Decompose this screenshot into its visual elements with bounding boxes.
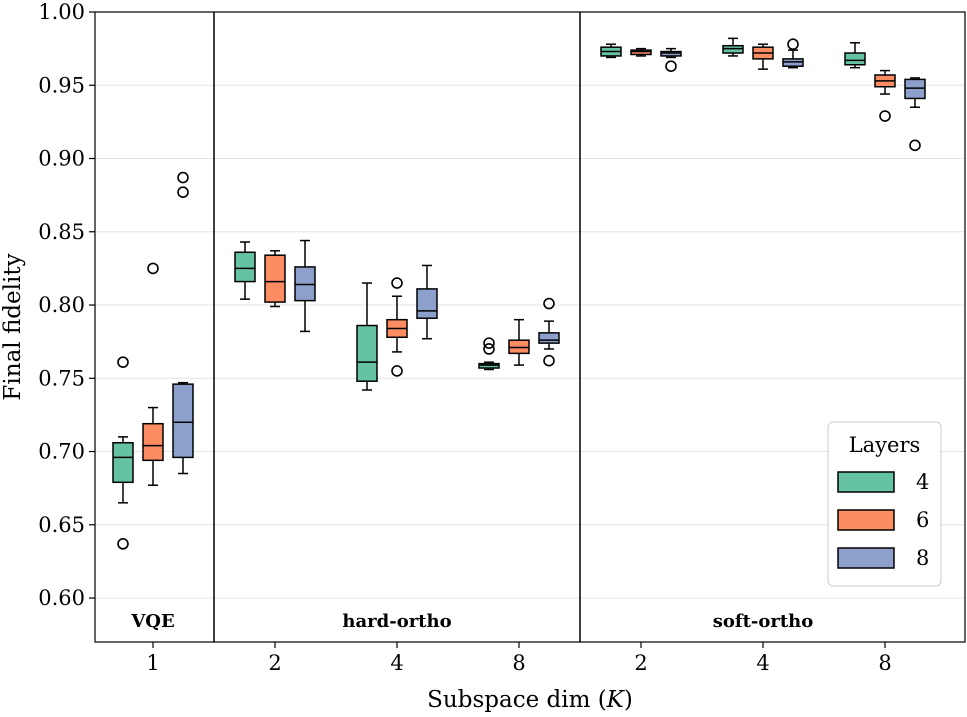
box-soft-ortho-k4-layers4 [722,37,744,57]
box-soft-ortho-k2-layers8 [660,47,682,73]
axes: 0.60 0.65 0.70 0.75 0.80 0.85 0.90 0.95 1.00 1 2 4 8… [38,0,891,675]
iqr-box [844,52,866,66]
iqr-box [172,383,194,459]
x-tick-label: 8 [878,651,891,675]
iqr-box [142,422,164,462]
box-VQE-k1-layers8 [172,171,194,475]
x-tick-label: 4 [756,651,769,675]
legend-swatch-4 [837,471,895,493]
legend-swatch-6 [837,509,895,531]
box-hard-ortho-k4-layers6 [386,277,408,377]
iqr-box [264,254,286,303]
iqr-box [416,288,438,319]
x-tick-label: 2 [268,651,281,675]
box-soft-ortho-k4-layers8 [782,38,804,69]
box-soft-ortho-k8-layers8 [904,77,926,152]
box-VQE-k1-layers4 [112,356,134,550]
box-soft-ortho-k2-layers4 [600,43,622,59]
y-tick-label: 0.75 [38,366,85,390]
iqr-box [234,251,256,283]
box-soft-ortho-k4-layers6 [752,43,774,70]
y-tick-label: 0.60 [38,586,85,610]
x-tick-label: 4 [390,651,403,675]
box-hard-ortho-k8-layers8 [538,297,560,367]
legend-label-6: 6 [916,508,929,532]
iqr-box [538,332,560,344]
outlier-point [543,354,555,367]
box-hard-ortho-k4-layers8 [416,264,438,340]
legend-frame [827,421,942,587]
box-soft-ortho-k8-layers4 [844,42,866,69]
outlier-point [117,356,129,368]
y-tick-label: 0.65 [38,513,85,537]
y-tick-label: 1.00 [38,0,85,24]
group-label-VQE: VQE [130,611,174,632]
box-VQE-k1-layers6 [142,262,164,486]
y-axis-label: Final fidelity [0,253,26,400]
legend-label-4: 4 [916,470,929,494]
y-tick-label: 0.70 [38,440,85,464]
x-tick-label: 8 [512,651,525,675]
outlier-point [117,538,129,550]
box-hard-ortho-k2-layers6 [264,250,286,308]
outlier-point [147,262,159,275]
box-soft-ortho-k8-layers6 [874,69,896,122]
legend-title: Layers [849,433,921,457]
group-label-soft-ortho: soft-ortho [713,611,814,632]
x-tick-label: 1 [146,651,159,675]
outlier-point [879,110,891,122]
outlier-point [177,171,189,184]
y-tick-label: 0.95 [38,73,85,97]
x-axis-label: Subspace dim (K) [427,687,633,713]
box-hard-ortho-k2-layers8 [294,239,316,333]
iqr-box [112,441,134,484]
group-label-hard-ortho: hard-ortho [342,611,451,632]
y-tick-label: 0.90 [38,147,85,171]
y-tick-label: 0.85 [38,220,85,244]
x-tick-label: 2 [634,651,647,675]
legend: Layers 4 6 8 [827,421,942,587]
outlier-point [391,365,403,377]
outlier-point [483,343,495,355]
iqr-box [356,324,378,382]
outlier-point [391,277,403,289]
outlier-point [787,38,799,51]
box-hard-ortho-k8-layers6 [508,318,530,366]
outlier-point [483,337,495,349]
box-hard-ortho-k8-layers4 [478,337,500,371]
outlier-point [665,60,677,73]
outlier-point [177,186,189,199]
legend-swatch-8 [837,547,895,569]
outlier-point [909,139,921,152]
box-soft-ortho-k2-layers6 [630,47,652,57]
plot-frame [94,11,966,643]
box-hard-ortho-k2-layers4 [234,241,256,300]
legend-label-8: 8 [916,546,929,570]
box-hard-ortho-k4-layers4 [356,282,378,391]
outlier-point [543,297,555,310]
plot-area: VQE hard-ortho soft-ortho [112,12,926,642]
y-tick-label: 0.80 [38,293,85,317]
